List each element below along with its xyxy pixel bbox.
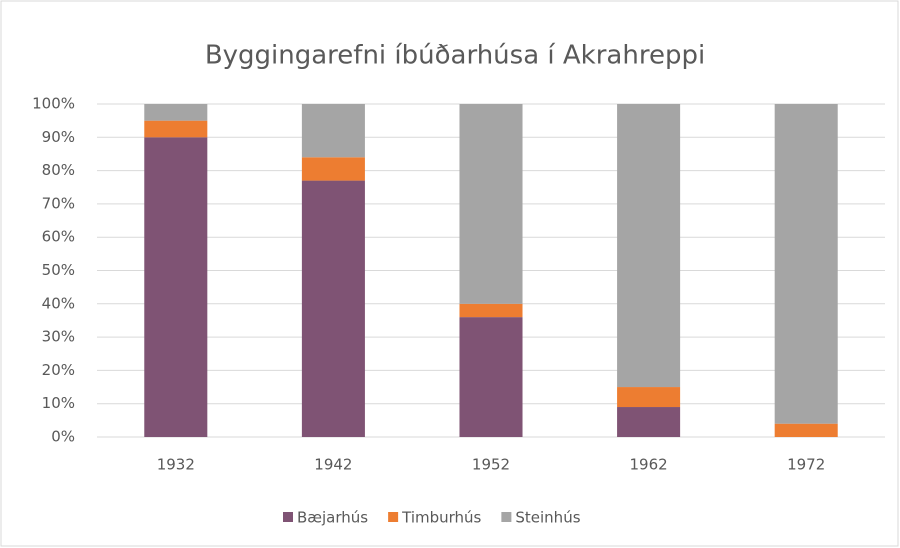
- legend-label: Steinhús: [515, 509, 580, 527]
- y-tick-label: 20%: [42, 361, 75, 379]
- legend-swatch: [501, 512, 512, 522]
- bar-segment: [774, 423, 838, 437]
- legend-swatch: [388, 512, 399, 522]
- y-tick-label: 60%: [42, 228, 75, 246]
- y-tick-label: 100%: [32, 95, 75, 113]
- chart-title: Byggingarefni íbúðarhúsa í Akrahreppi: [205, 41, 705, 71]
- bar-segment: [301, 104, 365, 158]
- y-tick-label: 70%: [42, 194, 75, 212]
- bar-segment: [301, 157, 365, 181]
- y-tick-label: 40%: [42, 294, 75, 312]
- bar-segment: [617, 407, 681, 437]
- x-tick-label: 1952: [472, 456, 510, 474]
- bar-segment: [459, 317, 523, 437]
- legend-swatch: [283, 512, 293, 522]
- bar-segment: [301, 180, 365, 437]
- y-tick-label: 0%: [51, 428, 75, 446]
- bar-segment: [144, 104, 208, 121]
- bar-segment: [617, 387, 681, 408]
- bar-segment: [144, 120, 208, 138]
- x-tick-label: 1932: [157, 456, 195, 474]
- y-tick-label: 80%: [42, 161, 75, 179]
- bar-segment: [459, 104, 523, 304]
- x-tick-label: 1942: [314, 456, 352, 474]
- y-tick-label: 10%: [42, 394, 75, 412]
- y-tick-label: 30%: [42, 328, 75, 346]
- legend-label: Bæjarhús: [297, 509, 368, 527]
- bar-segment: [617, 104, 681, 388]
- y-tick-label: 90%: [42, 128, 75, 146]
- bar-segment: [459, 303, 523, 318]
- legend-label: Timburhús: [401, 509, 481, 527]
- bar-segment: [774, 104, 838, 424]
- x-tick-label: 1962: [630, 456, 668, 474]
- x-tick-label: 1972: [787, 456, 825, 474]
- y-tick-label: 50%: [42, 261, 75, 279]
- bar-segment: [144, 137, 208, 438]
